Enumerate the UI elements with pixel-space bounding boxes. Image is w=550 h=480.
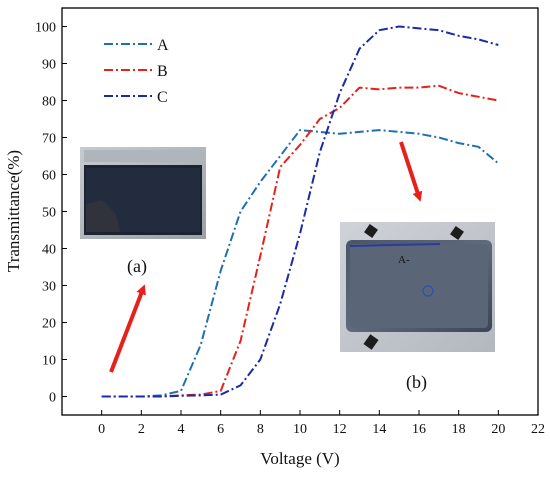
legend-item-b: B [104, 63, 168, 80]
legend-item-c: C [104, 89, 168, 106]
inset-photo-a [80, 147, 206, 239]
annotation-label-b: (b) [406, 372, 427, 393]
x-tick-label-18: 18 [452, 422, 466, 437]
x-axis-title: Voltage (V) [260, 449, 339, 468]
series-line-b [101, 84, 499, 398]
x-tick-label-16: 16 [412, 422, 426, 437]
legend-item-a: A [104, 37, 169, 54]
x-tick-label-0: 0 [98, 422, 105, 437]
series-line-a [101, 129, 499, 398]
y-tick-label-0: 0 [49, 391, 56, 406]
y-tick-label-80: 80 [42, 95, 56, 110]
inset-b-label: A- [398, 254, 410, 266]
legend-label-c: C [157, 89, 168, 106]
y-tick-label-30: 30 [42, 280, 56, 295]
inset-photo-b: A- [340, 222, 495, 352]
arrow-to-inset-b [399, 141, 423, 202]
x-tick-label-20: 20 [491, 422, 505, 437]
x-tick-label-22: 22 [531, 422, 545, 437]
legend: A B C [104, 37, 169, 106]
y-tick-label-40: 40 [42, 243, 56, 258]
series-layer [101, 25, 499, 398]
y-tick-label-20: 20 [42, 317, 56, 332]
series-line-c [101, 25, 499, 398]
y-tick-label-60: 60 [42, 169, 56, 184]
y-tick-label-90: 90 [42, 58, 56, 73]
y-tick-label-10: 10 [42, 354, 56, 369]
x-tick-label-12: 12 [333, 422, 347, 437]
x-tick-label-2: 2 [138, 422, 145, 437]
y-tick-label-50: 50 [42, 206, 56, 221]
x-tick-label-6: 6 [217, 422, 224, 437]
x-tick-label-4: 4 [178, 422, 185, 437]
legend-label-a: A [157, 37, 169, 54]
legend-label-b: B [157, 63, 168, 80]
x-tick-label-14: 14 [372, 422, 386, 437]
annotation-label-a: (a) [127, 256, 147, 277]
arrow-to-inset-a [109, 284, 146, 373]
x-tick-label-8: 8 [257, 422, 264, 437]
y-axis-title: Transmittance(%) [4, 150, 23, 272]
y-tick-label-70: 70 [42, 132, 56, 147]
y-tick-label-100: 100 [35, 21, 56, 36]
ticks-layer: 0 2 4 6 8 10 12 14 16 18 20 22 0 10 20 30 40 50 60 70 80 90 10… [35, 21, 545, 438]
x-tick-label-10: 10 [293, 422, 307, 437]
